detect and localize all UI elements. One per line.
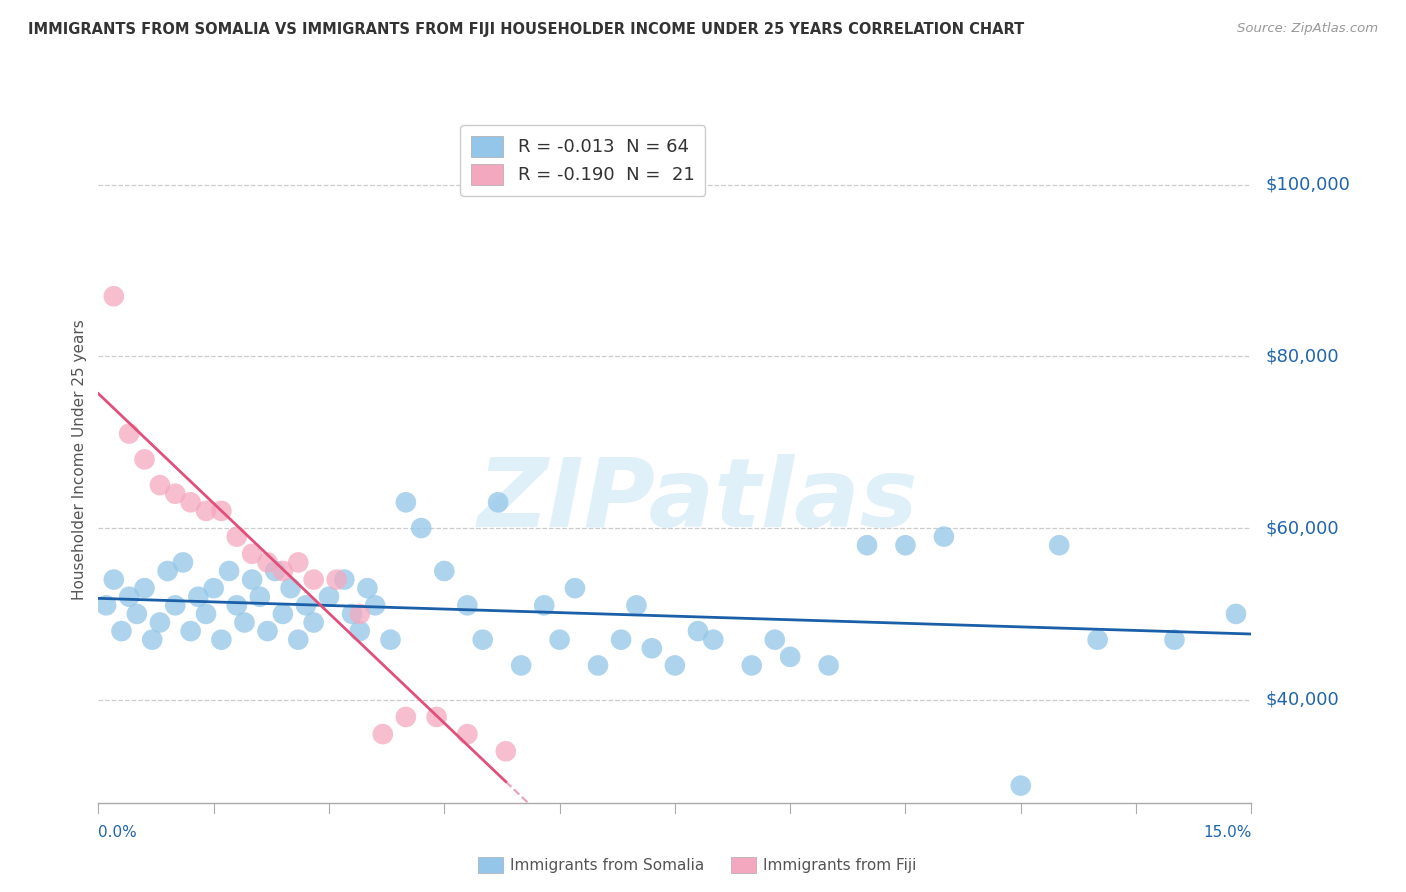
Point: [225, 599, 247, 613]
Point: [134, 452, 156, 467]
Point: [763, 632, 786, 647]
Point: [932, 530, 955, 544]
Point: [456, 727, 478, 741]
Point: [295, 599, 318, 613]
Point: [209, 504, 232, 518]
Point: [686, 624, 709, 639]
Point: [364, 599, 387, 613]
Point: [118, 426, 141, 441]
Text: ZIPatlas: ZIPatlas: [478, 454, 918, 547]
Point: [287, 632, 309, 647]
Point: [180, 495, 202, 509]
Point: [187, 590, 209, 604]
Text: 15.0%: 15.0%: [1204, 825, 1251, 840]
Point: [779, 649, 801, 664]
Point: [333, 573, 356, 587]
Point: [165, 599, 187, 613]
Point: [641, 641, 664, 656]
Point: [149, 478, 172, 492]
Point: [486, 495, 509, 509]
Point: [165, 487, 187, 501]
Text: $60,000: $60,000: [1265, 519, 1339, 537]
Point: [894, 538, 917, 552]
Point: [94, 599, 117, 613]
Point: [209, 632, 232, 647]
Text: $80,000: $80,000: [1265, 347, 1339, 366]
Point: [564, 581, 586, 595]
Point: [318, 590, 340, 604]
Point: [1225, 607, 1247, 621]
Point: [287, 555, 309, 570]
Text: 0.0%: 0.0%: [98, 825, 138, 840]
Point: [256, 555, 278, 570]
Point: [395, 710, 418, 724]
Point: [626, 599, 648, 613]
Point: [218, 564, 240, 578]
Text: $100,000: $100,000: [1265, 176, 1350, 194]
Point: [510, 658, 533, 673]
Point: [302, 573, 325, 587]
Point: [271, 564, 294, 578]
Point: [118, 590, 141, 604]
Point: [233, 615, 256, 630]
Text: Immigrants from Fiji: Immigrants from Fiji: [763, 858, 917, 872]
Text: Immigrants from Somalia: Immigrants from Somalia: [510, 858, 704, 872]
Point: [741, 658, 763, 673]
Point: [302, 615, 325, 630]
Text: IMMIGRANTS FROM SOMALIA VS IMMIGRANTS FROM FIJI HOUSEHOLDER INCOME UNDER 25 YEAR: IMMIGRANTS FROM SOMALIA VS IMMIGRANTS FR…: [28, 22, 1025, 37]
Y-axis label: Householder Income Under 25 years: Householder Income Under 25 years: [72, 319, 87, 599]
Point: [149, 615, 172, 630]
Point: [411, 521, 433, 535]
Point: [202, 581, 225, 595]
Point: [125, 607, 148, 621]
Point: [240, 547, 263, 561]
Point: [664, 658, 686, 673]
Point: [1163, 632, 1185, 647]
Point: [195, 607, 218, 621]
Point: [225, 530, 247, 544]
Point: [380, 632, 402, 647]
Point: [271, 607, 294, 621]
Point: [340, 607, 363, 621]
Point: [134, 581, 156, 595]
Point: [180, 624, 202, 639]
Text: Source: ZipAtlas.com: Source: ZipAtlas.com: [1237, 22, 1378, 36]
Point: [349, 607, 371, 621]
Point: [103, 573, 125, 587]
Point: [280, 581, 302, 595]
Point: [264, 564, 287, 578]
Point: [548, 632, 571, 647]
Point: [240, 573, 263, 587]
Point: [371, 727, 394, 741]
Point: [817, 658, 839, 673]
Point: [610, 632, 633, 647]
Point: [256, 624, 278, 639]
Point: [856, 538, 879, 552]
Legend: R = -0.013  N = 64, R = -0.190  N =  21: R = -0.013 N = 64, R = -0.190 N = 21: [460, 125, 706, 195]
Point: [356, 581, 378, 595]
Point: [110, 624, 132, 639]
Point: [495, 744, 517, 758]
Point: [1087, 632, 1109, 647]
Point: [349, 624, 371, 639]
Point: [195, 504, 218, 518]
Text: $40,000: $40,000: [1265, 690, 1339, 709]
Point: [433, 564, 456, 578]
Point: [702, 632, 724, 647]
Point: [471, 632, 494, 647]
Point: [533, 599, 555, 613]
Point: [141, 632, 163, 647]
Point: [172, 555, 194, 570]
Point: [1047, 538, 1070, 552]
Point: [426, 710, 449, 724]
Point: [456, 599, 478, 613]
Point: [325, 573, 347, 587]
Point: [395, 495, 418, 509]
Point: [103, 289, 125, 303]
Point: [586, 658, 609, 673]
Point: [249, 590, 271, 604]
Point: [1010, 779, 1032, 793]
Point: [156, 564, 179, 578]
